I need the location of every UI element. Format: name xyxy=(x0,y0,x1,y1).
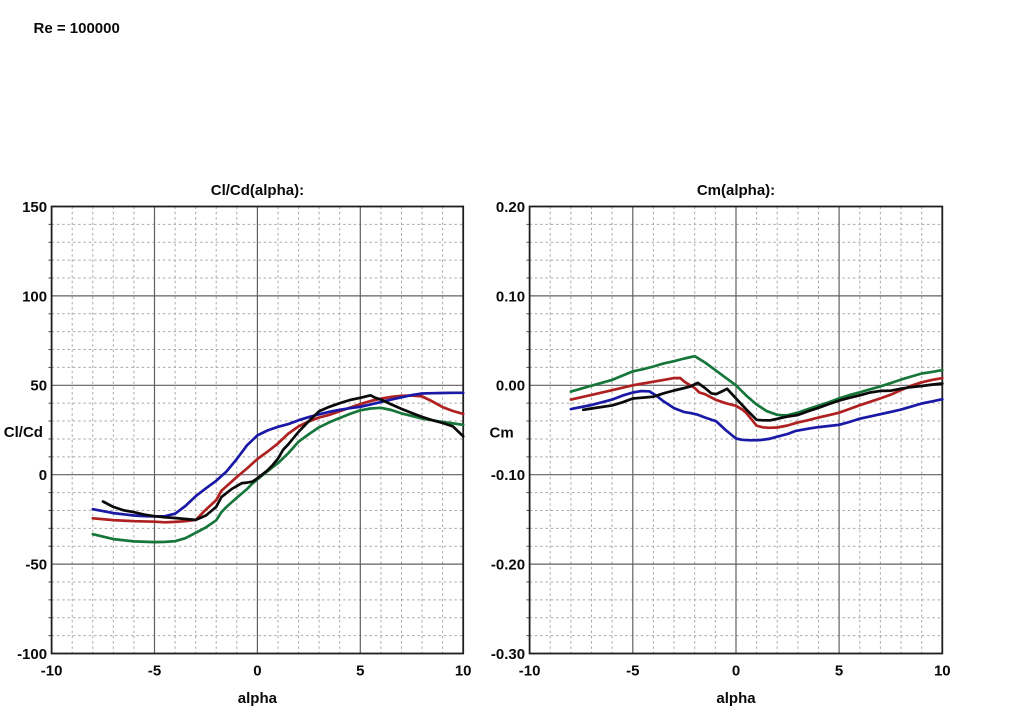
svg-text:-100: -100 xyxy=(17,646,47,663)
svg-text:alpha: alpha xyxy=(238,690,278,707)
svg-text:50: 50 xyxy=(30,378,47,395)
svg-text:-5: -5 xyxy=(626,663,639,680)
svg-text:10: 10 xyxy=(455,663,472,680)
svg-text:-0.30: -0.30 xyxy=(491,646,525,663)
svg-text:Re = 100000: Re = 100000 xyxy=(34,20,120,37)
svg-text:0: 0 xyxy=(253,663,261,680)
svg-text:alpha: alpha xyxy=(716,690,756,707)
svg-text:-0.10: -0.10 xyxy=(491,467,525,484)
svg-text:Cl/Cd: Cl/Cd xyxy=(4,424,43,441)
svg-text:Cm: Cm xyxy=(490,425,514,442)
svg-text:-0.20: -0.20 xyxy=(491,557,525,574)
svg-text:100: 100 xyxy=(22,288,47,305)
svg-text:0.10: 0.10 xyxy=(496,288,525,305)
svg-text:150: 150 xyxy=(22,199,47,216)
svg-text:-5: -5 xyxy=(148,663,161,680)
svg-text:Cl/Cd(alpha):: Cl/Cd(alpha): xyxy=(211,182,304,199)
svg-text:0: 0 xyxy=(732,663,740,680)
svg-text:-10: -10 xyxy=(41,663,63,680)
svg-text:5: 5 xyxy=(835,663,843,680)
svg-text:0.20: 0.20 xyxy=(496,199,525,216)
svg-text:-10: -10 xyxy=(519,663,541,680)
svg-text:-50: -50 xyxy=(25,557,47,574)
svg-text:10: 10 xyxy=(934,663,951,680)
svg-text:0.00: 0.00 xyxy=(496,378,525,395)
svg-text:0: 0 xyxy=(39,467,47,484)
svg-text:Cm(alpha):: Cm(alpha): xyxy=(697,182,775,199)
svg-text:5: 5 xyxy=(356,663,364,680)
